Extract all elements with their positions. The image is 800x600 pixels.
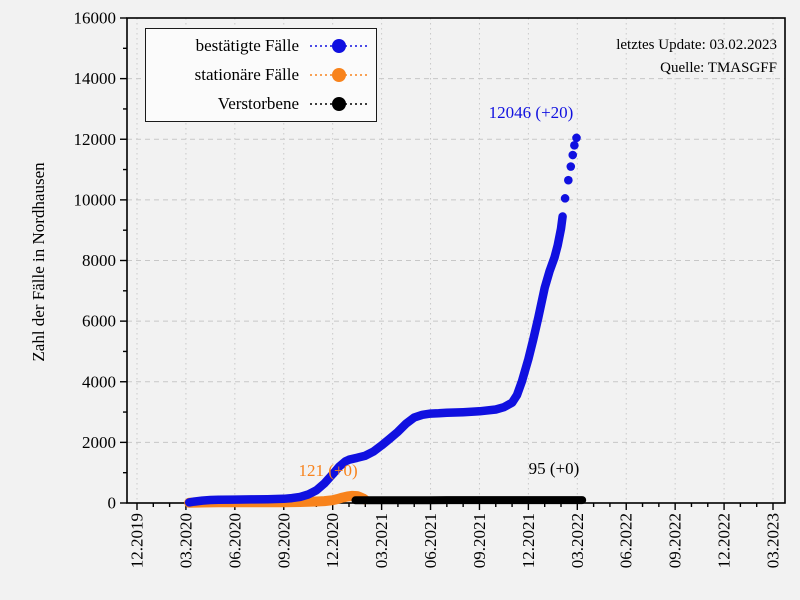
legend: bestätigte Fälle stationäre Fälle Versto… <box>145 28 377 122</box>
x-tick-label: 03.2022 <box>568 513 587 568</box>
legend-label-deceased: Verstorbene <box>217 93 299 113</box>
y-axis-label: Zahl der Fälle in Nordhausen <box>29 162 48 362</box>
x-tick-label: 06.2021 <box>421 513 440 568</box>
x-tick-label: 12.2021 <box>519 513 538 568</box>
legend-item-confirmed: bestätigte Fälle <box>146 36 370 56</box>
y-tick-label: 10000 <box>74 190 117 209</box>
series-point-best-tigte-f-lle <box>564 175 573 185</box>
x-tick-label: 03.2021 <box>372 513 391 568</box>
x-tick-label: 12.2022 <box>715 513 734 568</box>
series-point-best-tigte-f-lle <box>560 194 570 203</box>
legend-marker-confirmed-icon <box>310 39 368 54</box>
y-tick-label: 16000 <box>74 9 117 28</box>
y-tick-label: 12000 <box>74 130 117 149</box>
legend-marker-deceased-icon <box>310 96 368 111</box>
legend-item-deceased: Verstorbene <box>146 94 370 114</box>
y-tick-label: 4000 <box>82 372 116 391</box>
x-tick-label: 06.2022 <box>617 513 636 568</box>
y-tick-label: 6000 <box>82 312 116 331</box>
series-line-best-tigte-f-lle <box>184 212 567 507</box>
y-tick-label: 8000 <box>82 251 116 270</box>
source-text: Quelle: TMASGFF <box>660 60 777 76</box>
annotation-label: 95 (+0) <box>529 459 580 478</box>
annotation-label: 12046 (+20) <box>489 103 574 122</box>
last-update-text: letztes Update: 03.02.2023 <box>616 37 777 53</box>
annotation-label: 121 (+0) <box>299 461 358 480</box>
legend-marker-hospitalized-icon <box>310 67 368 82</box>
y-tick-label: 14000 <box>74 69 117 88</box>
legend-label-confirmed: bestätigte Fälle <box>195 36 299 56</box>
x-tick-label: 03.2023 <box>764 513 783 568</box>
series-point-best-tigte-f-lle <box>566 162 576 171</box>
series-point-best-tigte-f-lle <box>572 133 581 143</box>
info-block: letztes Update: 03.02.2023 Quelle: TMASG… <box>616 34 777 80</box>
x-tick-label: 12.2019 <box>128 513 147 568</box>
x-tick-label: 09.2021 <box>470 513 489 568</box>
legend-item-hospitalized: stationäre Fälle <box>146 65 370 85</box>
x-tick-label: 03.2020 <box>176 513 195 568</box>
y-tick-label: 0 <box>108 494 117 513</box>
series-point-best-tigte-f-lle <box>568 150 578 160</box>
x-tick-label: 06.2020 <box>225 513 244 568</box>
y-tick-label: 2000 <box>82 433 116 452</box>
x-tick-label: 09.2020 <box>274 513 293 568</box>
legend-label-hospitalized: stationäre Fälle <box>194 64 299 84</box>
series-point-best-tigte-f-lle <box>570 141 579 150</box>
x-tick-label: 09.2022 <box>666 513 685 568</box>
x-tick-label: 12.2020 <box>323 513 342 568</box>
